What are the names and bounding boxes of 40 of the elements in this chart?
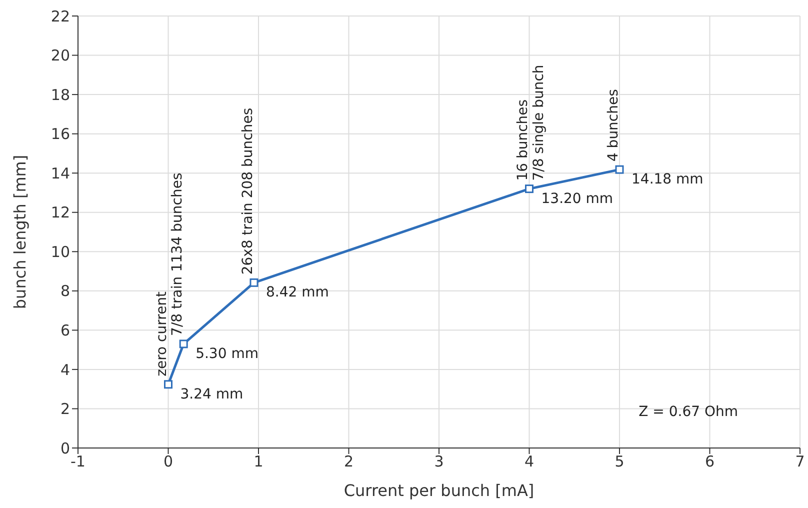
point — [525, 184, 534, 194]
x-tick-label: 0 — [163, 452, 174, 471]
x-tick-label: 5 — [614, 452, 624, 471]
annotation: Z = 0.67 Ohm — [638, 404, 738, 420]
y-tick-label: 20 — [50, 46, 70, 65]
annotation: 4 bunches — [606, 89, 622, 162]
data-label: 8.42 mm — [266, 284, 329, 301]
data-label: 14.18 mm — [632, 172, 704, 188]
annotation: 16 bunches — [515, 99, 532, 181]
y-tick-label: 4 — [60, 360, 70, 379]
y-tick-label: 10 — [50, 242, 70, 261]
x-axis-title: Current per bunch [mA] — [344, 481, 534, 500]
y-tick-label: 0 — [60, 439, 70, 458]
data-label: 5.30 mm — [196, 346, 258, 362]
y-tick-label: 6 — [60, 322, 70, 340]
x-tick-label: 1 — [254, 452, 264, 471]
y-tick-label: 18 — [50, 86, 70, 104]
point — [250, 278, 258, 287]
point — [179, 340, 188, 348]
y-tick-label: 2 — [60, 400, 70, 418]
point — [615, 165, 624, 174]
x-tick-label: 7 — [795, 452, 805, 471]
annotation: 7/8 single bunch — [531, 64, 548, 181]
y-tick-label: 16 — [50, 125, 70, 144]
x-tick-label: 3 — [434, 452, 444, 471]
y-tick-label: 22 — [50, 7, 70, 26]
annotation: zero current — [154, 290, 170, 376]
x-tick-label: 2 — [344, 452, 354, 471]
annotation: 7/8 train 1134 bunches — [170, 172, 186, 336]
data-label: 13.20 mm — [541, 190, 614, 207]
data-label: 3.24 mm — [180, 386, 244, 402]
y-tick-label: 14 — [50, 164, 70, 182]
x-tick-label: 4 — [524, 452, 534, 471]
y-axis-title: bunch length [mm] — [10, 154, 30, 310]
point — [164, 380, 172, 389]
x-tick-label: 6 — [704, 452, 715, 471]
annotation: 26x8 train 208 bunches — [240, 108, 256, 275]
y-tick-label: 12 — [50, 204, 70, 222]
y-tick-label: 8 — [60, 282, 70, 300]
x-tick-label: -1 — [70, 452, 86, 471]
